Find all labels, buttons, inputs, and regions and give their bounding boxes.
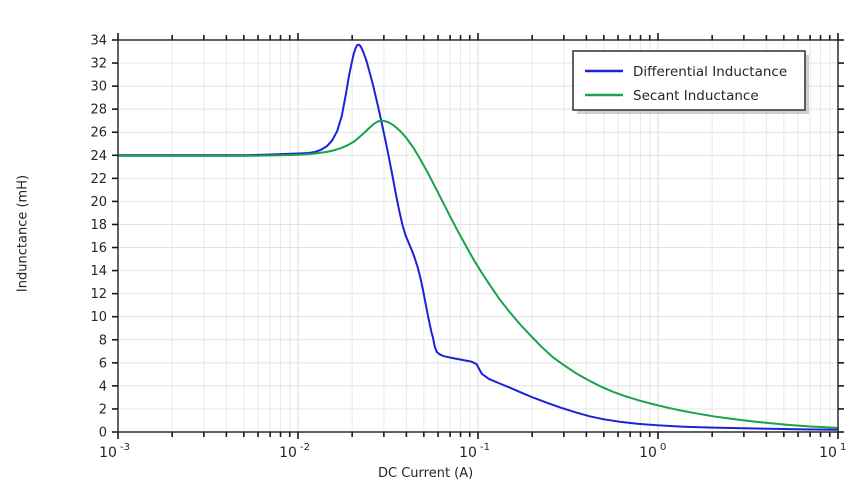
x-tick-label: 10 -2 (279, 442, 310, 461)
y-tick-label: 20 (90, 195, 107, 210)
x-tick-labels: 10 -3 10 -2 10 -1 10 0 10 1 (99, 442, 846, 461)
svg-text:-3: -3 (120, 442, 130, 453)
axis-ticks (112, 33, 844, 439)
x-tick-label: 10 0 (639, 442, 666, 461)
y-tick-label: 32 (90, 57, 107, 72)
y-tick-label: 14 (90, 264, 107, 279)
svg-text:10: 10 (459, 445, 477, 461)
svg-text:10: 10 (279, 445, 297, 461)
svg-text:1: 1 (840, 442, 846, 453)
y-tick-label: 22 (90, 172, 107, 187)
chart-legend[interactable]: Differential Inductance Secant Inductance (572, 50, 809, 114)
y-axis-label: Indunctance (mH) (15, 174, 31, 293)
data-series-layer (117, 43, 839, 431)
y-tick-label: 16 (90, 241, 107, 256)
major-gridlines (117, 39, 839, 433)
y-tick-label: 8 (99, 333, 107, 348)
legend-item[interactable]: Secant Inductance (585, 88, 759, 104)
y-tick-label: 30 (90, 80, 107, 95)
x-tick-label: 10 1 (819, 442, 846, 461)
y-tick-label: 12 (90, 287, 107, 302)
y-tick-label: 10 (90, 310, 107, 325)
legend-label: Differential Inductance (633, 64, 787, 80)
y-tick-label: 6 (99, 356, 107, 371)
y-tick-label: 0 (99, 426, 107, 441)
y-tick-label: 18 (90, 218, 107, 233)
svg-text:10: 10 (99, 445, 117, 461)
x-tick-label: 10 -3 (99, 442, 130, 461)
y-tick-label: 28 (90, 103, 107, 118)
x-axis-label: DC Current (A) (378, 466, 474, 481)
svg-text:10: 10 (819, 445, 837, 461)
legend-label: Secant Inductance (633, 88, 759, 104)
svg-text:-1: -1 (480, 442, 490, 453)
y-tick-label: 4 (99, 379, 107, 394)
legend-item[interactable]: Differential Inductance (585, 64, 787, 80)
x-tick-label: 10 -1 (459, 442, 490, 461)
y-tick-label: 26 (90, 126, 107, 141)
svg-text:10: 10 (639, 445, 657, 461)
y-tick-label: 34 (90, 34, 107, 49)
y-tick-label: 24 (90, 149, 107, 164)
y-tick-label: 2 (99, 402, 107, 417)
svg-text:0: 0 (660, 442, 666, 453)
svg-text:-2: -2 (300, 442, 310, 453)
